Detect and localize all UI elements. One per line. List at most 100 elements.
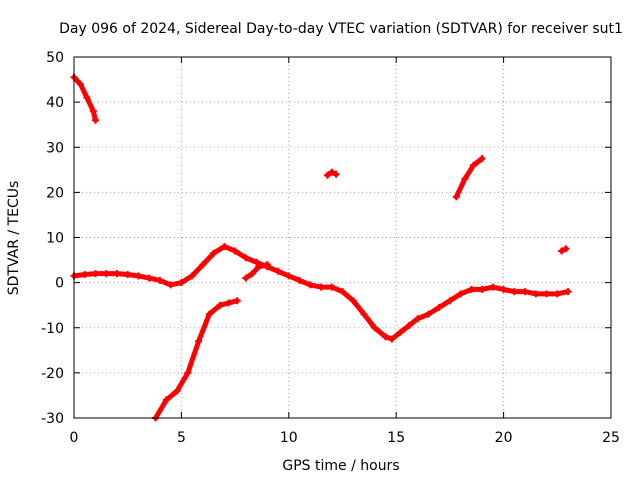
x-tick-labels: 0 5 10 15 20 25 <box>70 430 620 446</box>
series-line <box>243 262 270 281</box>
data-point <box>306 281 314 289</box>
data-point <box>76 80 84 88</box>
data-point <box>397 328 404 336</box>
data-point <box>92 270 99 278</box>
data-point <box>113 270 121 278</box>
data-point <box>510 288 518 296</box>
y-tick-label: 40 <box>46 95 64 111</box>
data-point <box>102 270 110 278</box>
series-early-decline <box>70 73 99 124</box>
data-point <box>457 290 465 298</box>
data-point <box>255 263 263 271</box>
data-point <box>446 297 454 305</box>
data-point <box>83 94 91 102</box>
data-point <box>424 310 432 318</box>
data-point <box>220 243 228 250</box>
data-point <box>500 285 508 293</box>
data-point <box>553 290 561 298</box>
y-tick-label: -20 <box>41 366 64 382</box>
y-tick-label: 30 <box>46 140 64 156</box>
y-tick-label: 0 <box>55 276 64 292</box>
series-negative-rise <box>152 297 241 422</box>
data-point <box>188 272 196 280</box>
axis-ticks <box>73 56 612 419</box>
x-tick-label: 15 <box>387 430 405 446</box>
data-point <box>371 324 379 332</box>
data-point <box>461 175 469 183</box>
data-point <box>317 283 325 291</box>
data-point <box>248 270 256 278</box>
data-point <box>242 254 250 262</box>
data-point <box>242 274 250 282</box>
data-point <box>332 170 340 178</box>
data-point <box>167 281 175 289</box>
series-line <box>71 244 571 342</box>
data-point <box>253 258 261 266</box>
data-point <box>231 247 239 255</box>
chart-title: Day 096 of 2024, Sidereal Day-to-day VTE… <box>59 21 623 37</box>
data-point <box>81 271 89 278</box>
y-tick-label: 50 <box>46 50 64 66</box>
data-point <box>532 290 540 298</box>
data-point <box>92 116 99 124</box>
data-point <box>156 276 164 284</box>
data-point <box>562 245 570 253</box>
x-tick-label: 25 <box>602 430 620 446</box>
data-point <box>349 297 357 305</box>
data-point <box>233 297 241 305</box>
y-axis-label: SDTVAR / TECUs <box>6 181 22 296</box>
x-axis-label: GPS time / hours <box>282 458 399 474</box>
data-point <box>467 285 475 293</box>
series-line <box>453 156 485 200</box>
data-point <box>435 303 443 311</box>
data-point <box>452 193 460 201</box>
data-point <box>328 283 336 291</box>
data-point <box>388 335 396 343</box>
x-tick-label: 0 <box>70 430 79 446</box>
data-point <box>173 387 181 395</box>
data-point <box>216 301 224 309</box>
series-noon-cluster <box>324 168 340 179</box>
y-tick-label: -10 <box>41 321 64 337</box>
data-point <box>134 272 142 280</box>
data-point <box>382 333 389 341</box>
data-point <box>205 310 213 318</box>
data-point <box>360 310 368 318</box>
series-evening-rise <box>452 155 486 201</box>
data-point <box>225 299 233 307</box>
data-point <box>145 274 153 282</box>
data-point <box>543 290 551 298</box>
data-point <box>285 272 293 280</box>
data-point <box>478 155 486 162</box>
data-point <box>274 267 282 275</box>
data-point <box>414 315 422 323</box>
data-point <box>124 271 132 278</box>
data-point <box>162 396 170 404</box>
data-point <box>339 288 346 296</box>
gridlines <box>74 57 611 418</box>
series-main-trace <box>70 243 572 343</box>
data-point <box>184 369 192 377</box>
x-tick-label: 10 <box>280 430 298 446</box>
data-point <box>405 322 413 329</box>
data-point <box>177 279 185 287</box>
data-point <box>564 288 572 296</box>
x-tick-label: 20 <box>495 430 513 446</box>
data-point <box>470 161 477 169</box>
data-point <box>210 249 218 257</box>
y-tick-labels: -30 -20 -10 0 10 20 30 40 50 <box>41 50 64 427</box>
y-tick-label: 20 <box>46 185 64 201</box>
data-point <box>521 288 529 296</box>
x-tick-label: 5 <box>177 430 186 446</box>
data-point <box>199 261 207 269</box>
data-point <box>478 285 486 293</box>
y-tick-label: -30 <box>41 411 64 427</box>
data-point <box>558 247 566 255</box>
series-hook-8h <box>242 261 271 282</box>
data-series <box>70 73 572 422</box>
data-point <box>328 168 336 176</box>
data-point <box>324 171 331 179</box>
series-late-point <box>558 245 570 255</box>
data-point <box>195 337 203 345</box>
